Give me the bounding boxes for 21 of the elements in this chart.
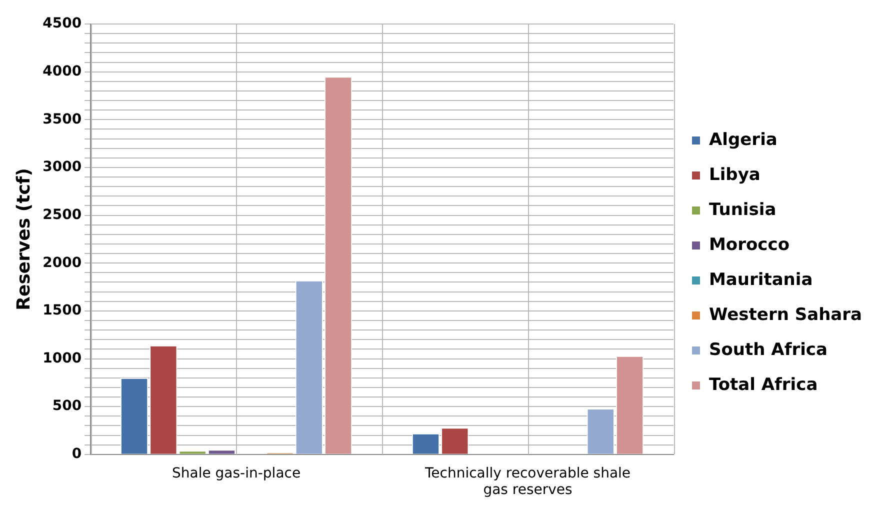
legend-label: Total Africa <box>709 374 818 395</box>
y-tick-label: 2000 <box>42 254 82 271</box>
legend-label: Algeria <box>709 130 778 150</box>
y-tick-label: 3000 <box>42 159 82 176</box>
y-tick-label: 1500 <box>42 302 82 319</box>
y-tick-label: 2500 <box>42 206 82 223</box>
legend-label: Libya <box>709 164 760 185</box>
y-tick-label: 500 <box>52 398 82 414</box>
x-tick-label: Shale gas-in-place <box>172 465 301 482</box>
legend-label: Western Sahara <box>709 304 862 325</box>
y-tick-label: 4500 <box>42 16 82 32</box>
legend-label: Mauritania <box>709 270 813 290</box>
x-tick-label: Technically recoverable shale gas reserves <box>424 465 631 498</box>
legend-label: Morocco <box>709 234 790 255</box>
legend-label: South Africa <box>709 340 828 360</box>
y-tick-label: 4000 <box>42 63 82 80</box>
y-axis-title: Reserves (tcf) <box>13 168 34 310</box>
y-tick-label: 0 <box>72 446 82 462</box>
y-tick-label: 1000 <box>42 350 82 366</box>
y-tick-label: 3500 <box>42 111 82 128</box>
legend-label: Tunisia <box>709 200 776 220</box>
